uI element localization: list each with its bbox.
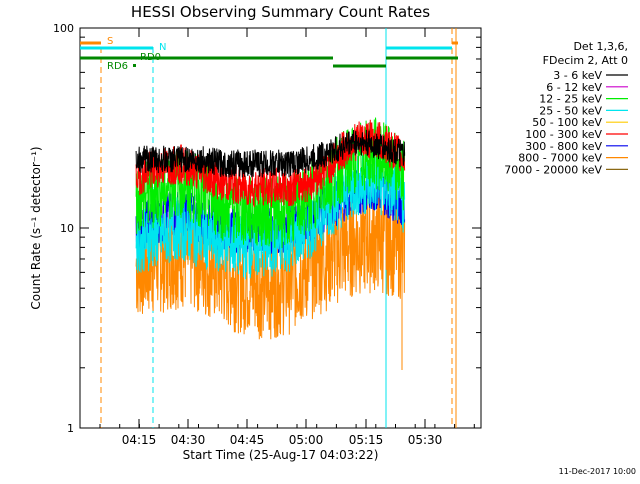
series-line-2 [135,117,406,249]
y-tick-label: 10 [60,222,74,235]
x-tick-label: 05:30 [408,433,443,447]
x-tick-label: 04:45 [230,433,265,447]
rd-dot [133,64,136,67]
legend-label: 800 - 7000 keV [518,152,602,165]
x-tick-label: 05:15 [349,433,384,447]
legend-label: 3 - 6 keV [553,69,602,82]
legend-header-line1: Det 1,3,6, [573,40,628,53]
marker-rd6-label: RD6 [107,61,128,72]
legend-label: 50 - 100 keV [532,116,602,129]
marker-s-label: S [107,36,113,47]
x-tick-label: 04:15 [122,433,157,447]
legend-label: 100 - 300 keV [525,128,602,141]
marker-n-label: N [159,42,166,53]
y-tick-label: 100 [53,22,74,35]
chart-title: HESSI Observing Summary Count Rates [131,3,430,21]
y-tick-label: 1 [67,422,74,435]
marker-rd0-label: RD0 [140,52,161,63]
y-axis-label: Count Rate (s⁻¹ detector⁻¹) [29,146,43,309]
legend-label: 7000 - 20000 keV [504,163,602,176]
series-line-7 [135,185,406,340]
x-tick-label: 04:30 [171,433,206,447]
x-tick-label: 05:00 [289,433,324,447]
series-line-0 [135,129,406,178]
legend-label: 6 - 12 keV [546,81,602,94]
legend-label: 300 - 800 keV [525,140,602,153]
legend-label: 25 - 50 keV [539,104,602,117]
x-axis-label: Start Time (25-Aug-17 04:03:22) [183,448,379,462]
legend-label: 12 - 25 keV [539,93,602,106]
legend-header-line2: FDecim 2, Att 0 [543,54,628,67]
series-line-3 [135,154,406,280]
footer-timestamp: 11-Dec-2017 10:00 [559,467,636,476]
